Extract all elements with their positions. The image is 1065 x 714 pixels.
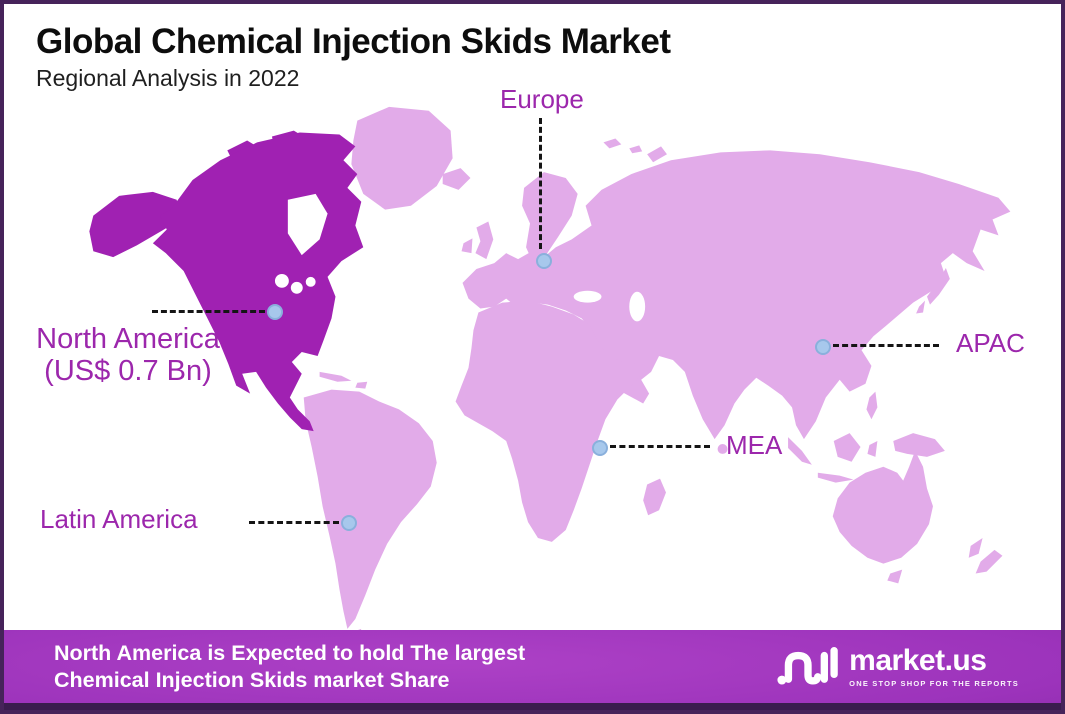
world-map (89, 106, 1011, 641)
brand-logo: market.us ONE STOP SHOP FOR THE REPORTS (777, 644, 1019, 690)
europe-marker-dot (536, 253, 552, 269)
caribbean-islands (319, 371, 368, 389)
svalbard-islands (603, 138, 667, 163)
caspian-sea (629, 291, 646, 322)
greenland-landmass (351, 106, 453, 210)
footer-strip (4, 703, 1061, 710)
brand-text: market.us ONE STOP SHOP FOR THE REPORTS (849, 643, 1019, 688)
brand-name: market.us (849, 643, 987, 677)
scandinavia-landmass (522, 172, 578, 266)
market-us-logo-icon (777, 646, 838, 685)
brand-tagline: ONE STOP SHOP FOR THE REPORTS (849, 678, 1019, 688)
mea-leader-line (610, 445, 710, 448)
tasmania-landmass (887, 569, 903, 584)
region-label-mea: MEA (726, 430, 783, 460)
north-america-marker-dot (267, 304, 283, 320)
madagascar-landmass (643, 478, 666, 516)
apac-leader-line (833, 344, 939, 347)
new-guinea-landmass (893, 433, 945, 457)
eurasia-landmass (462, 150, 1011, 440)
latin-america-marker-dot (341, 515, 357, 531)
ireland-landmass (461, 238, 473, 254)
hudson-bay (287, 193, 328, 256)
africa-landmass (455, 300, 650, 542)
japan-islands (916, 268, 950, 314)
philippines-islands (866, 391, 878, 420)
north-america-label-text: North America (36, 323, 220, 355)
sri-lanka (717, 444, 728, 454)
australia-landmass (832, 450, 933, 564)
footer-banner: North America is Expected to hold The la… (4, 630, 1061, 703)
footer-headline: North America is Expected to hold The la… (54, 640, 525, 692)
alaska-landmass (89, 191, 181, 258)
apac-marker-dot (815, 339, 831, 355)
uk-landmass (475, 221, 494, 260)
black-sea (573, 290, 602, 303)
region-label-north-america: North America (US$ 0.7 Bn) (12, 323, 244, 388)
latin-america-leader-line (249, 521, 339, 524)
region-label-latin-america: Latin America (40, 504, 198, 534)
great-lakes (305, 276, 316, 287)
page-subtitle: Regional Analysis in 2022 (36, 64, 300, 91)
europe-leader-line (539, 118, 542, 249)
mea-marker-dot (592, 440, 608, 456)
header: Global Chemical Injection Skids Market R… (36, 22, 671, 92)
iceland-landmass (442, 168, 471, 190)
south-america-landmass (303, 389, 437, 629)
page-title: Global Chemical Injection Skids Market (36, 22, 671, 61)
region-label-europe: Europe (500, 84, 584, 114)
great-lakes (274, 273, 289, 288)
north-america-leader-line (152, 310, 265, 313)
region-label-apac: APAC (956, 328, 1025, 358)
indonesia-islands (788, 433, 878, 483)
footer-headline-line1: North America is Expected to hold The la… (54, 641, 526, 666)
north-america-value-text: (US$ 0.7 Bn) (44, 354, 212, 387)
great-lakes (290, 281, 303, 294)
new-zealand-landmass (968, 537, 1003, 574)
footer-headline-line2: Chemical Injection Skids market Share (54, 667, 450, 692)
